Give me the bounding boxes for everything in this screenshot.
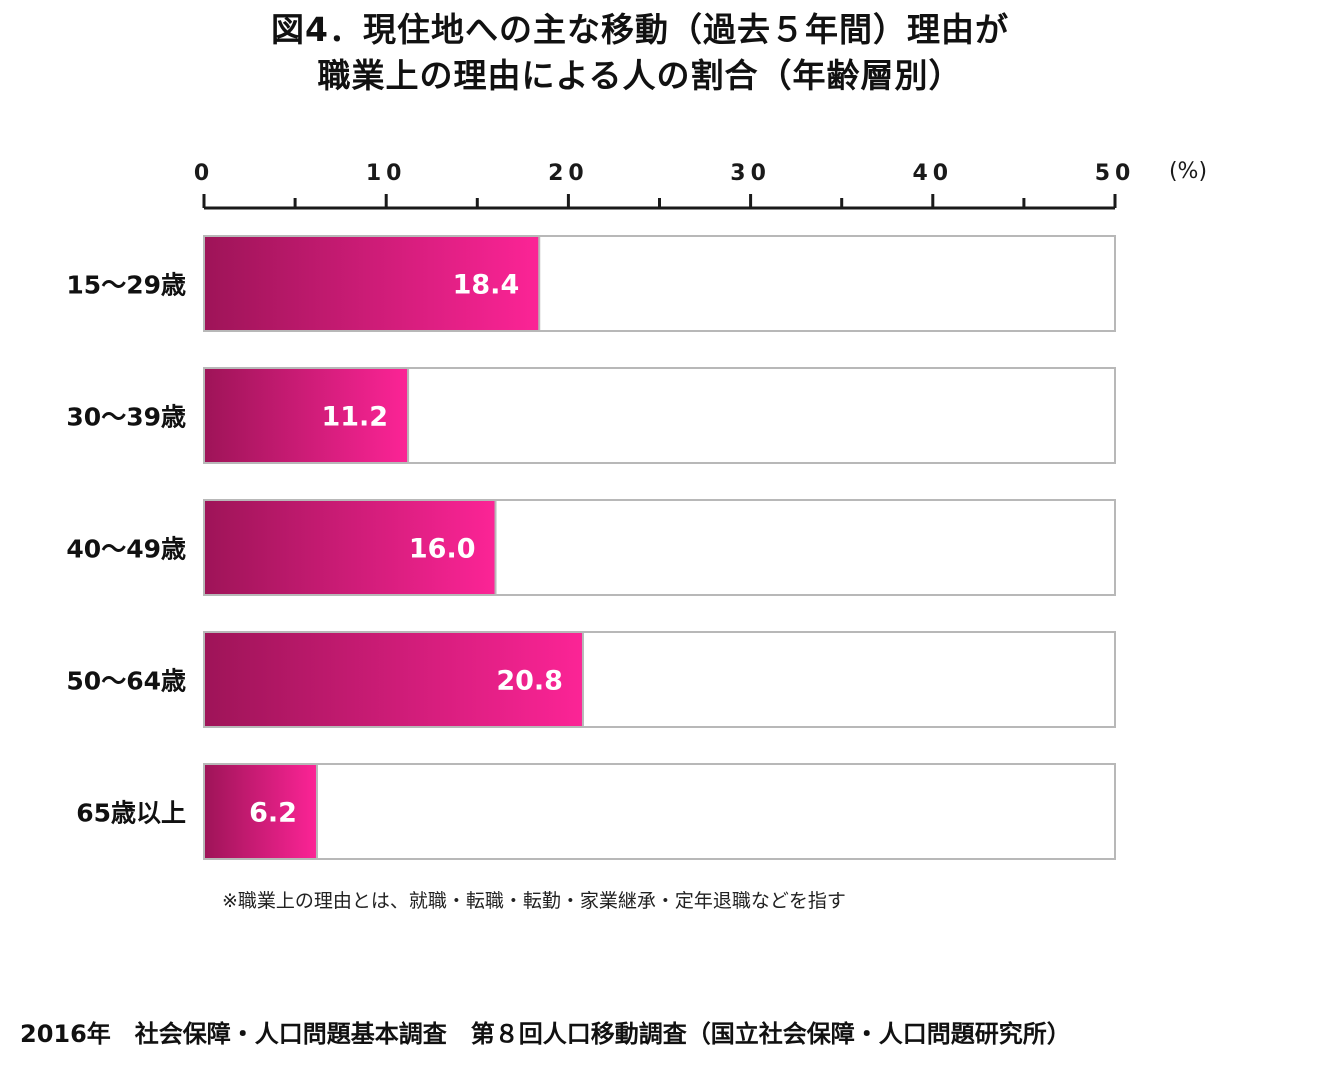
category-label: 65歳以上 — [76, 799, 186, 828]
bar — [203, 763, 318, 860]
category-labels: 15～29歳 30～39歳 40～49歳 50～64歳 65歳以上 — [66, 271, 186, 828]
chart-title-line1: 図4．現住地への主な移動（過去５年間）理由が — [271, 10, 1009, 49]
category-label: 40～49歳 — [66, 535, 186, 564]
x-axis: 0 10 20 30 40 50 (%) — [194, 159, 1207, 210]
category-label: 30～39歳 — [66, 403, 186, 432]
x-tick-label: 40 — [912, 161, 953, 186]
x-unit-label: (%) — [1169, 159, 1207, 184]
x-tick-label: 10 — [366, 161, 407, 186]
bar — [203, 235, 541, 332]
data-label: 6.2 — [249, 798, 297, 829]
data-label: 16.0 — [409, 534, 476, 565]
bar — [203, 367, 410, 464]
x-tick-label: 30 — [730, 161, 771, 186]
data-label: 11.2 — [321, 402, 388, 433]
x-tick-label: 50 — [1095, 161, 1136, 186]
category-label: 50～64歳 — [66, 667, 186, 696]
x-tick-label: 0 — [194, 161, 214, 186]
source-citation: 2016年 社会保障・人口問題基本調査 第８回人口移動調査（国立社会保障・人口問… — [20, 1020, 1071, 1048]
chart-title-line2: 職業上の理由による人の割合（年齢層別） — [317, 56, 963, 95]
data-label: 20.8 — [496, 666, 563, 697]
data-label: 18.4 — [453, 270, 520, 301]
bar — [203, 499, 497, 596]
bar — [203, 631, 584, 728]
x-tick-label: 20 — [548, 161, 589, 186]
bars: 18.4 11.2 16.0 20.8 6.2 — [203, 235, 1116, 860]
footnote: ※職業上の理由とは、就職・転職・転勤・家業継承・定年退職などを指す — [222, 890, 846, 912]
bar-chart: 0 10 20 30 40 50 (%) 18.4 11.2 16.0 20.8 6.2 15～29… — [66, 159, 1207, 860]
category-label: 15～29歳 — [66, 271, 186, 300]
bar-track — [203, 763, 1116, 860]
